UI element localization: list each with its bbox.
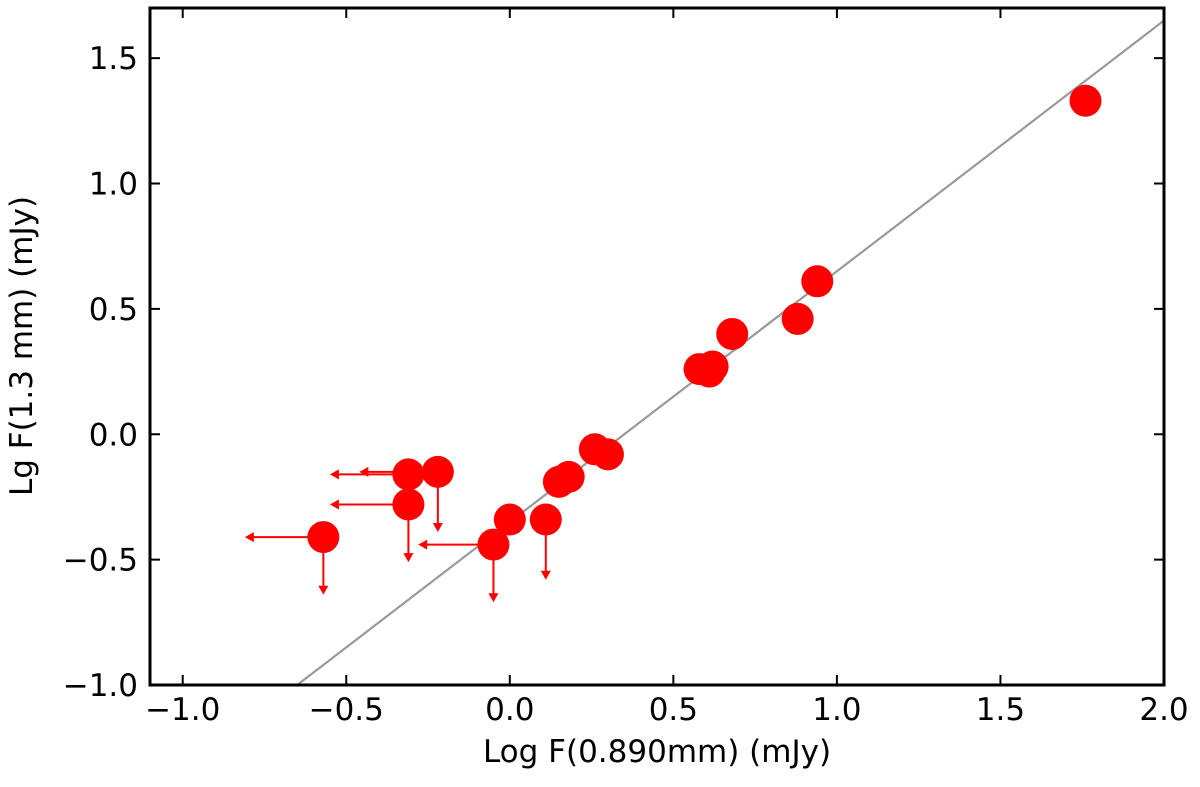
data-point <box>683 353 716 386</box>
data-point <box>716 317 749 350</box>
x-tick-label: 0.5 <box>649 692 698 728</box>
data-point <box>477 528 510 561</box>
arrowhead-down <box>540 570 551 580</box>
x-axis-label: Log F(0.890mm) (mJy) <box>483 734 831 770</box>
y-tick-label: 1.0 <box>89 167 138 203</box>
arrowhead-left <box>244 532 254 543</box>
data-point <box>529 503 562 536</box>
y-tick-label: −1.0 <box>63 668 138 704</box>
arrowhead-down <box>403 553 414 563</box>
arrowhead-down <box>432 523 443 533</box>
x-tick-label: 2.0 <box>1139 692 1188 728</box>
arrowhead-down <box>488 593 499 603</box>
arrowhead-left <box>329 499 339 510</box>
y-tick-label: 0.0 <box>89 417 138 453</box>
data-point <box>392 458 425 491</box>
y-axis-label: Lg F(1.3 mm) (mJy) <box>4 196 40 496</box>
x-tick-label: −0.5 <box>309 692 384 728</box>
x-tick-label: 1.5 <box>976 692 1025 728</box>
data-point <box>542 465 575 498</box>
y-tick-label: 1.5 <box>89 41 138 77</box>
data-point <box>801 265 834 298</box>
x-tick-label: 0.0 <box>485 692 534 728</box>
fit-line <box>296 19 1165 686</box>
data-point <box>392 488 425 521</box>
arrowhead-left <box>329 469 339 480</box>
y-tick-label: −0.5 <box>63 543 138 579</box>
data-point <box>578 433 611 466</box>
data-point <box>493 503 526 536</box>
data-point <box>307 521 340 554</box>
data-point <box>421 455 454 488</box>
data-point <box>1069 84 1102 117</box>
arrowhead-left <box>418 539 428 550</box>
arrowhead-down <box>318 585 329 595</box>
x-tick-label: −1.0 <box>145 692 220 728</box>
y-tick-label: 0.5 <box>89 292 138 328</box>
x-tick-label: 1.0 <box>812 692 861 728</box>
data-point <box>781 302 814 335</box>
plot-frame <box>148 6 1166 687</box>
